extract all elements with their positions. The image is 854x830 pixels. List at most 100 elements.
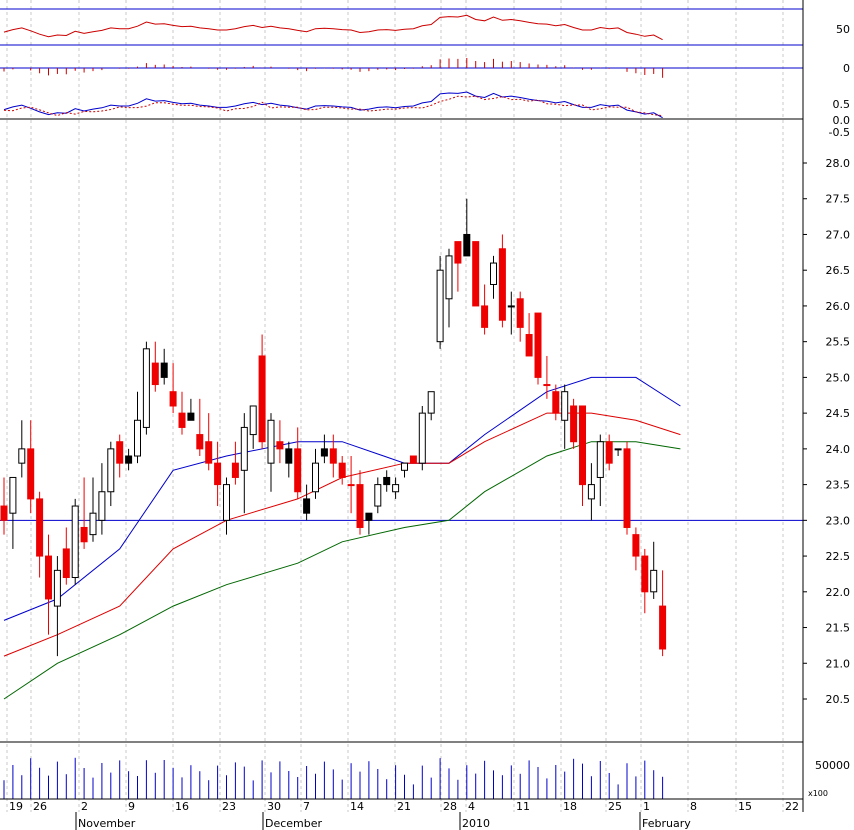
candle-body xyxy=(276,441,284,450)
x-tick-label: 23 xyxy=(222,800,236,813)
candle-body xyxy=(151,362,159,386)
candle-body xyxy=(525,334,533,357)
candle-body xyxy=(543,384,551,387)
month-label: February xyxy=(642,817,691,830)
x-tick-label: 2 xyxy=(81,800,88,813)
x-tick-label: 18 xyxy=(563,800,577,813)
price-tick-label: 24.0 xyxy=(826,443,851,456)
x-tick-label: 8 xyxy=(690,800,697,813)
price-tick-label: 23.0 xyxy=(826,514,851,527)
candle-body xyxy=(436,269,444,343)
candle-body xyxy=(650,569,658,593)
candle-body xyxy=(142,348,150,428)
candle-body xyxy=(196,434,204,450)
candle-body xyxy=(338,462,346,478)
x-tick-label: 28 xyxy=(443,800,457,813)
price-tick-label: 23.5 xyxy=(826,479,851,492)
month-label: November xyxy=(78,817,136,830)
price-tick-label: 22.5 xyxy=(826,550,851,563)
candle-body xyxy=(596,441,604,478)
x-tick-label: 4 xyxy=(468,800,475,813)
x-tick-label: 19 xyxy=(9,800,23,813)
candle-body xyxy=(312,462,319,493)
candle-body xyxy=(401,462,408,471)
month-label: 2010 xyxy=(462,817,490,830)
moving-average-lines xyxy=(3,376,681,700)
x-tick-label: 30 xyxy=(267,800,281,813)
candle-body xyxy=(392,484,400,493)
x-tick-label: 7 xyxy=(303,800,310,813)
candle-body xyxy=(303,498,311,514)
candle-body xyxy=(9,476,17,514)
candle-body xyxy=(498,248,506,321)
volume-tick-label: 50000 xyxy=(815,759,850,772)
candle-body xyxy=(80,526,88,543)
candle-body xyxy=(329,448,337,464)
candle-body xyxy=(116,441,124,464)
candle-body xyxy=(365,512,373,521)
x-tick-label: 15 xyxy=(738,800,752,813)
price-tick-label: 28.0 xyxy=(826,157,851,170)
candle-body xyxy=(605,441,613,464)
candle-body xyxy=(231,462,239,478)
candle-body xyxy=(561,391,569,421)
candle-body xyxy=(45,555,52,600)
candle-body xyxy=(614,448,622,451)
candle-body xyxy=(552,391,560,414)
candle-body xyxy=(187,412,195,421)
candle-body xyxy=(71,505,79,579)
candle-body xyxy=(427,391,435,414)
candle-body xyxy=(472,241,480,307)
candle-body xyxy=(134,419,141,457)
candle-body xyxy=(587,484,595,500)
candle-body xyxy=(534,312,542,378)
price-tick-label: 22.0 xyxy=(826,586,851,599)
candle-body xyxy=(107,448,115,493)
price-tick-label: 24.5 xyxy=(826,407,851,420)
x-tick-label: 22 xyxy=(785,800,799,813)
candle-body xyxy=(445,255,453,300)
candle-body xyxy=(125,455,133,464)
candle-body xyxy=(463,233,471,257)
candle-body xyxy=(418,412,426,464)
x-tick-label: 25 xyxy=(608,800,622,813)
price-tick-label: 26.0 xyxy=(826,300,851,313)
candle-body xyxy=(320,448,328,457)
candle-body xyxy=(579,405,586,486)
price-tick-label: 21.5 xyxy=(826,622,851,635)
candle-body xyxy=(374,484,382,507)
candle-body xyxy=(490,262,497,285)
candle-body xyxy=(623,448,631,528)
macd-tick-label: 0.0 xyxy=(833,114,851,127)
candle-body xyxy=(481,305,489,328)
price-tick-label: 26.5 xyxy=(826,264,851,277)
volume-unit-label: x100 xyxy=(808,789,828,798)
price-tick-label: 27.0 xyxy=(826,228,851,241)
macd-tick-label: 0.5 xyxy=(833,98,851,111)
candle-body xyxy=(356,484,364,528)
price-tick-label: 27.5 xyxy=(826,193,851,206)
macd-tick-label: -0.5 xyxy=(829,126,850,139)
candle-body xyxy=(214,462,222,486)
axes xyxy=(0,0,807,830)
moving-average-line xyxy=(3,412,681,657)
axis-labels: 20.521.021.522.022.523.023.524.024.525.0… xyxy=(9,23,850,830)
macd-line xyxy=(3,91,663,119)
candle-body xyxy=(641,555,649,593)
candle-body xyxy=(27,448,35,500)
momentum-tick-label: 0 xyxy=(843,62,850,75)
candle-body xyxy=(285,448,293,464)
candle-body xyxy=(0,505,8,521)
x-tick-label: 9 xyxy=(128,800,135,813)
price-tick-label: 25.5 xyxy=(826,336,851,349)
candle-body xyxy=(383,476,391,486)
candle-body xyxy=(178,412,186,428)
grid-lines xyxy=(6,0,784,812)
candle-body xyxy=(240,426,248,471)
candle-body xyxy=(267,419,275,464)
x-tick-label: 14 xyxy=(350,800,364,813)
candle-body xyxy=(632,534,640,557)
candle-body xyxy=(249,405,257,436)
candle-body xyxy=(160,362,168,378)
candle-body xyxy=(454,241,462,264)
